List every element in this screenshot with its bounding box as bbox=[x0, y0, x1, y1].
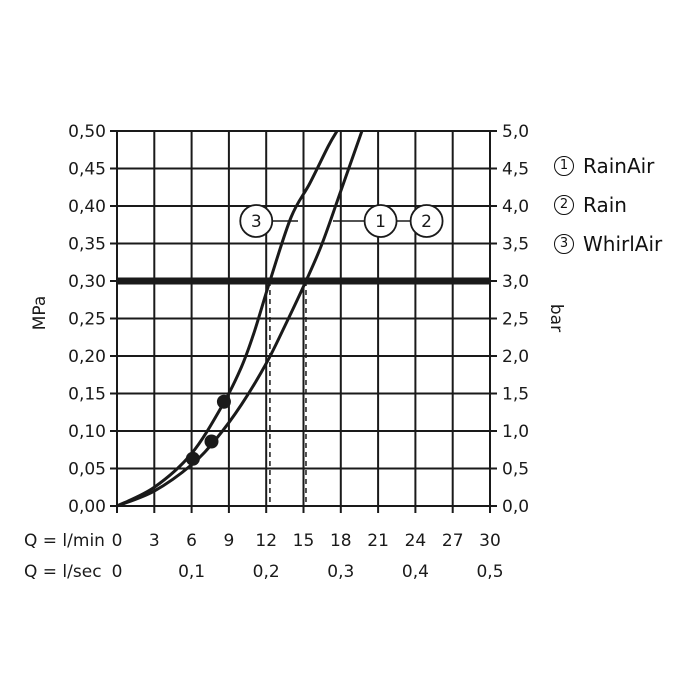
legend-item-rain: 2 Rain bbox=[554, 185, 662, 224]
x-lmin-tick-label-10: 30 bbox=[479, 531, 501, 551]
annotation-circle-1 bbox=[363, 204, 398, 238]
x-lsec-tick-label-4: 0,4 bbox=[402, 562, 429, 582]
y-left-tick-label-9: 0,45 bbox=[68, 160, 106, 180]
legend-item-whirlair: 3 WhirlAir bbox=[554, 224, 662, 263]
legend-marker-1: 1 bbox=[554, 155, 574, 176]
x-lmin-tick-label-2: 6 bbox=[186, 531, 197, 551]
x-lmin-tick-label-1: 3 bbox=[149, 531, 160, 551]
annotation-label-2: 2 bbox=[421, 212, 432, 232]
annotation-label-1: 1 bbox=[375, 212, 386, 232]
y-left-tick-label-5: 0,25 bbox=[68, 310, 106, 330]
x-axis-label-lsec: Q = l/sec bbox=[24, 562, 102, 582]
x-lmin-tick-label-5: 15 bbox=[293, 531, 315, 551]
y-left-tick-label-8: 0,40 bbox=[68, 197, 106, 217]
y-left-tick-label-3: 0,15 bbox=[68, 385, 106, 405]
legend-label-rainair: RainAir bbox=[583, 153, 655, 178]
x-lmin-tick-label-4: 12 bbox=[255, 531, 277, 551]
y-left-axis-title: MPa bbox=[30, 296, 50, 331]
legend-item-rainair: 1 RainAir bbox=[554, 146, 662, 185]
annotation-label-3: 3 bbox=[251, 212, 262, 232]
legend-marker-2: 2 bbox=[554, 194, 574, 215]
y-left-tick-label-2: 0,10 bbox=[68, 422, 106, 442]
x-axis-label-lmin: Q = l/min bbox=[24, 531, 105, 551]
series-curve-1 bbox=[116, 130, 339, 508]
y-left-tick-label-0: 0,00 bbox=[68, 497, 106, 517]
series-curve-2 bbox=[116, 130, 364, 508]
data-point-0 bbox=[185, 451, 200, 466]
annotation-circle-2 bbox=[409, 204, 444, 238]
x-lsec-tick-label-5: 0,5 bbox=[476, 562, 503, 582]
annotation-circle-3 bbox=[239, 204, 274, 238]
y-right-tick-label-0: 0,0 bbox=[502, 497, 529, 517]
y-right-tick-label-10: 5,0 bbox=[502, 122, 529, 142]
y-right-tick-label-5: 2,5 bbox=[502, 310, 529, 330]
data-point-1 bbox=[204, 434, 219, 449]
legend-marker-3: 3 bbox=[554, 233, 574, 254]
x-lmin-tick-label-8: 24 bbox=[405, 531, 427, 551]
y-left-tick-label-4: 0,20 bbox=[68, 347, 106, 367]
y-right-tick-label-9: 4,5 bbox=[502, 160, 529, 180]
x-lmin-tick-label-6: 18 bbox=[330, 531, 352, 551]
legend-label-whirlair: WhirlAir bbox=[583, 231, 663, 256]
y-right-tick-label-2: 1,0 bbox=[502, 422, 529, 442]
y-left-tick-label-1: 0,05 bbox=[68, 460, 106, 480]
y-left-tick-label-6: 0,30 bbox=[68, 272, 106, 292]
legend-label-rain: Rain bbox=[583, 192, 627, 217]
x-lmin-tick-label-9: 27 bbox=[442, 531, 464, 551]
y-right-tick-label-8: 4,0 bbox=[502, 197, 529, 217]
y-left-tick-label-10: 0,50 bbox=[68, 122, 106, 142]
x-lmin-tick-label-0: 0 bbox=[112, 531, 123, 551]
y-right-tick-label-7: 3,5 bbox=[502, 235, 529, 255]
x-lsec-tick-label-3: 0,3 bbox=[327, 562, 354, 582]
x-lmin-tick-label-7: 21 bbox=[367, 531, 389, 551]
y-right-tick-label-3: 1,5 bbox=[502, 385, 529, 405]
x-lsec-tick-label-0: 0 bbox=[112, 562, 123, 582]
y-right-tick-label-4: 2,0 bbox=[502, 347, 529, 367]
x-lsec-tick-label-1: 0,1 bbox=[178, 562, 205, 582]
x-lmin-tick-label-3: 9 bbox=[223, 531, 234, 551]
x-lsec-tick-label-2: 0,2 bbox=[253, 562, 280, 582]
y-right-tick-label-1: 0,5 bbox=[502, 460, 529, 480]
legend: 1 RainAir 2 Rain 3 WhirlAir bbox=[554, 146, 662, 263]
y-left-tick-label-7: 0,35 bbox=[68, 235, 106, 255]
y-right-axis-title: bar bbox=[546, 304, 566, 332]
y-right-tick-label-6: 3,0 bbox=[502, 272, 529, 292]
data-point-2 bbox=[216, 394, 231, 409]
